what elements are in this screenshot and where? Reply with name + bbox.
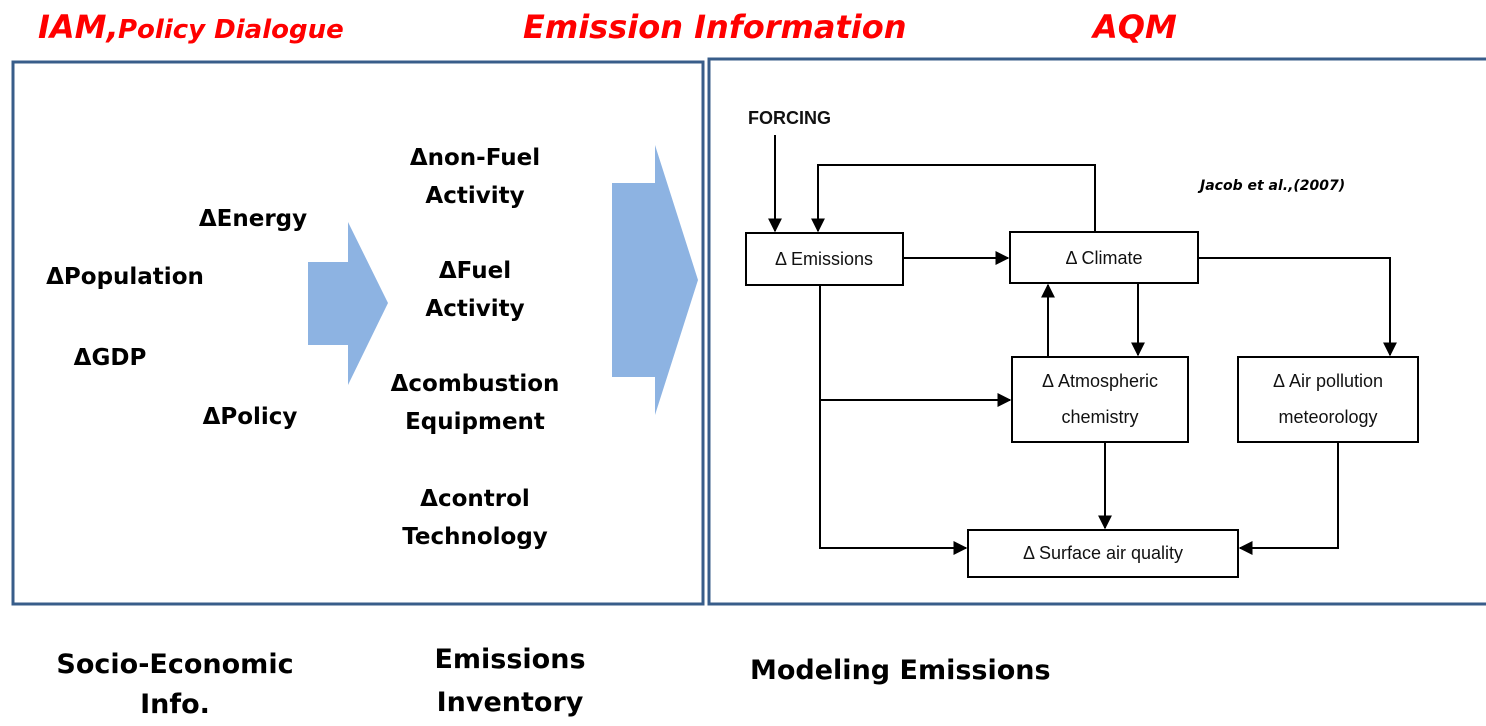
node [1011,356,1189,443]
label: Activity [425,296,524,322]
node-label: Δ Climate [1065,248,1142,268]
node-label: meteorology [1278,407,1377,427]
label: ΔEnergy [199,206,307,232]
label: Technology [402,524,548,550]
node-labels: Δ Emissions Δ Climate Δ Atmospheric chemist… [775,248,1383,563]
node [1237,356,1419,443]
label: ΔGDP [74,345,147,371]
node-label: Δ Air pollution [1273,371,1383,391]
diagram: FORCING Jacob et al.,(2007) Δ Emissions Δ… [745,108,1419,578]
label: ΔFuel [439,258,511,284]
footer-label: Socio-Economic [56,649,293,680]
label: Equipment [405,409,545,435]
header: IAM, [38,8,119,46]
label: ΔPolicy [203,404,298,430]
inventory-list: Δnon-Fuel Activity ΔFuel Activity Δcombustio… [391,145,560,550]
footer-label: Info. [140,689,210,720]
footer-label: Modeling Emissions [750,655,1051,686]
header: AQM [1090,8,1177,46]
label: Δcontrol [420,486,530,512]
header: Policy Dialogue [118,15,344,45]
footer-label: Emissions [434,644,585,675]
node-label: Δ Emissions [775,249,873,269]
label: Activity [425,183,524,209]
arrow [1238,442,1339,555]
node [967,529,1239,578]
citation: Jacob et al.,(2007) [1197,178,1345,194]
label: Δnon-Fuel [410,145,540,171]
node-label: chemistry [1061,407,1138,427]
left-panel [11,60,705,606]
label: FORCING [748,108,831,128]
arrow [811,164,1096,233]
arrow [819,285,968,555]
header: Emission Information [523,8,906,46]
footer-label: Inventory [437,687,584,718]
arrow [612,145,698,415]
node-label: Δ Atmospheric [1042,371,1158,391]
right-panel [707,57,1486,606]
arrow [1198,257,1397,357]
label: ΔPopulation [46,264,204,290]
label: Δcombustion [391,371,560,397]
arrow [308,222,388,385]
node-label: Δ Surface air quality [1023,543,1183,563]
